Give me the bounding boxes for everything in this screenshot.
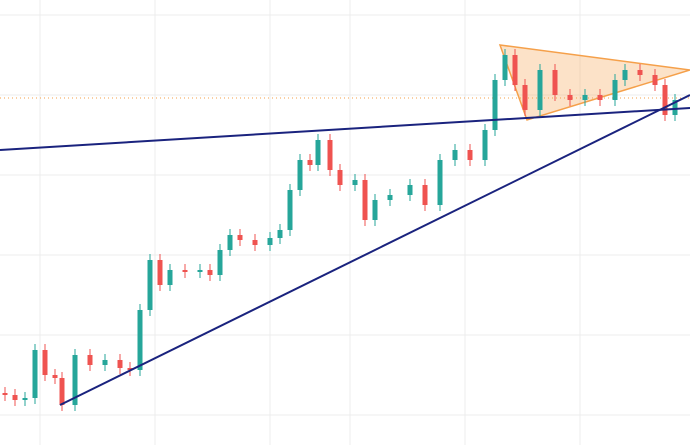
candle-body [52, 375, 58, 378]
candle-body [167, 270, 173, 285]
candle-body [157, 260, 163, 285]
candle-body [362, 180, 368, 220]
candle-body [287, 190, 293, 230]
candle-body [12, 395, 18, 400]
candle-body [297, 160, 303, 190]
candle-body [197, 270, 203, 272]
candle-body [522, 85, 528, 110]
candle-body [652, 75, 658, 85]
candle-body [327, 140, 333, 170]
candle-body [637, 70, 643, 75]
candle-body [582, 95, 588, 100]
candle-body [207, 270, 213, 275]
trend-line [0, 107, 690, 151]
trend-line [59, 94, 690, 406]
candle-body [492, 80, 498, 130]
candle-body [612, 80, 618, 100]
candle-body [217, 250, 223, 275]
candle-body [502, 55, 508, 80]
candle-body [182, 270, 188, 272]
candle-body [467, 150, 473, 160]
candle-body [337, 170, 343, 185]
candle-body [267, 238, 273, 245]
candle-body [137, 310, 143, 370]
candle-body [552, 70, 558, 95]
candle-body [127, 368, 133, 370]
candle-body [352, 180, 358, 185]
candle-body [2, 393, 8, 395]
candle-body [567, 95, 573, 100]
candle-body [512, 55, 518, 85]
candle-body [662, 85, 668, 115]
candle-body [87, 355, 93, 365]
candle-body [672, 100, 678, 115]
candle-body [387, 195, 393, 200]
candle-body [22, 398, 28, 400]
candle-body [59, 378, 65, 405]
candle-body [227, 235, 233, 250]
candle-body [277, 230, 283, 238]
candle-body [622, 70, 628, 80]
candle-body [252, 240, 258, 245]
candle-body [437, 160, 443, 205]
candle-body [72, 355, 78, 405]
candle-body [482, 130, 488, 160]
candle-body [407, 185, 413, 195]
candle-body [315, 140, 321, 165]
candle-body [147, 260, 153, 310]
candle-body [42, 350, 48, 375]
candle-body [102, 360, 108, 365]
candle-body [117, 360, 123, 368]
candle-body [237, 235, 243, 240]
candle-body [372, 200, 378, 220]
candle-body [32, 350, 38, 398]
candle-body [597, 95, 603, 100]
candle-body [452, 150, 458, 160]
candle-body [422, 185, 428, 205]
candle-body [537, 70, 543, 110]
candle-body [307, 160, 313, 165]
